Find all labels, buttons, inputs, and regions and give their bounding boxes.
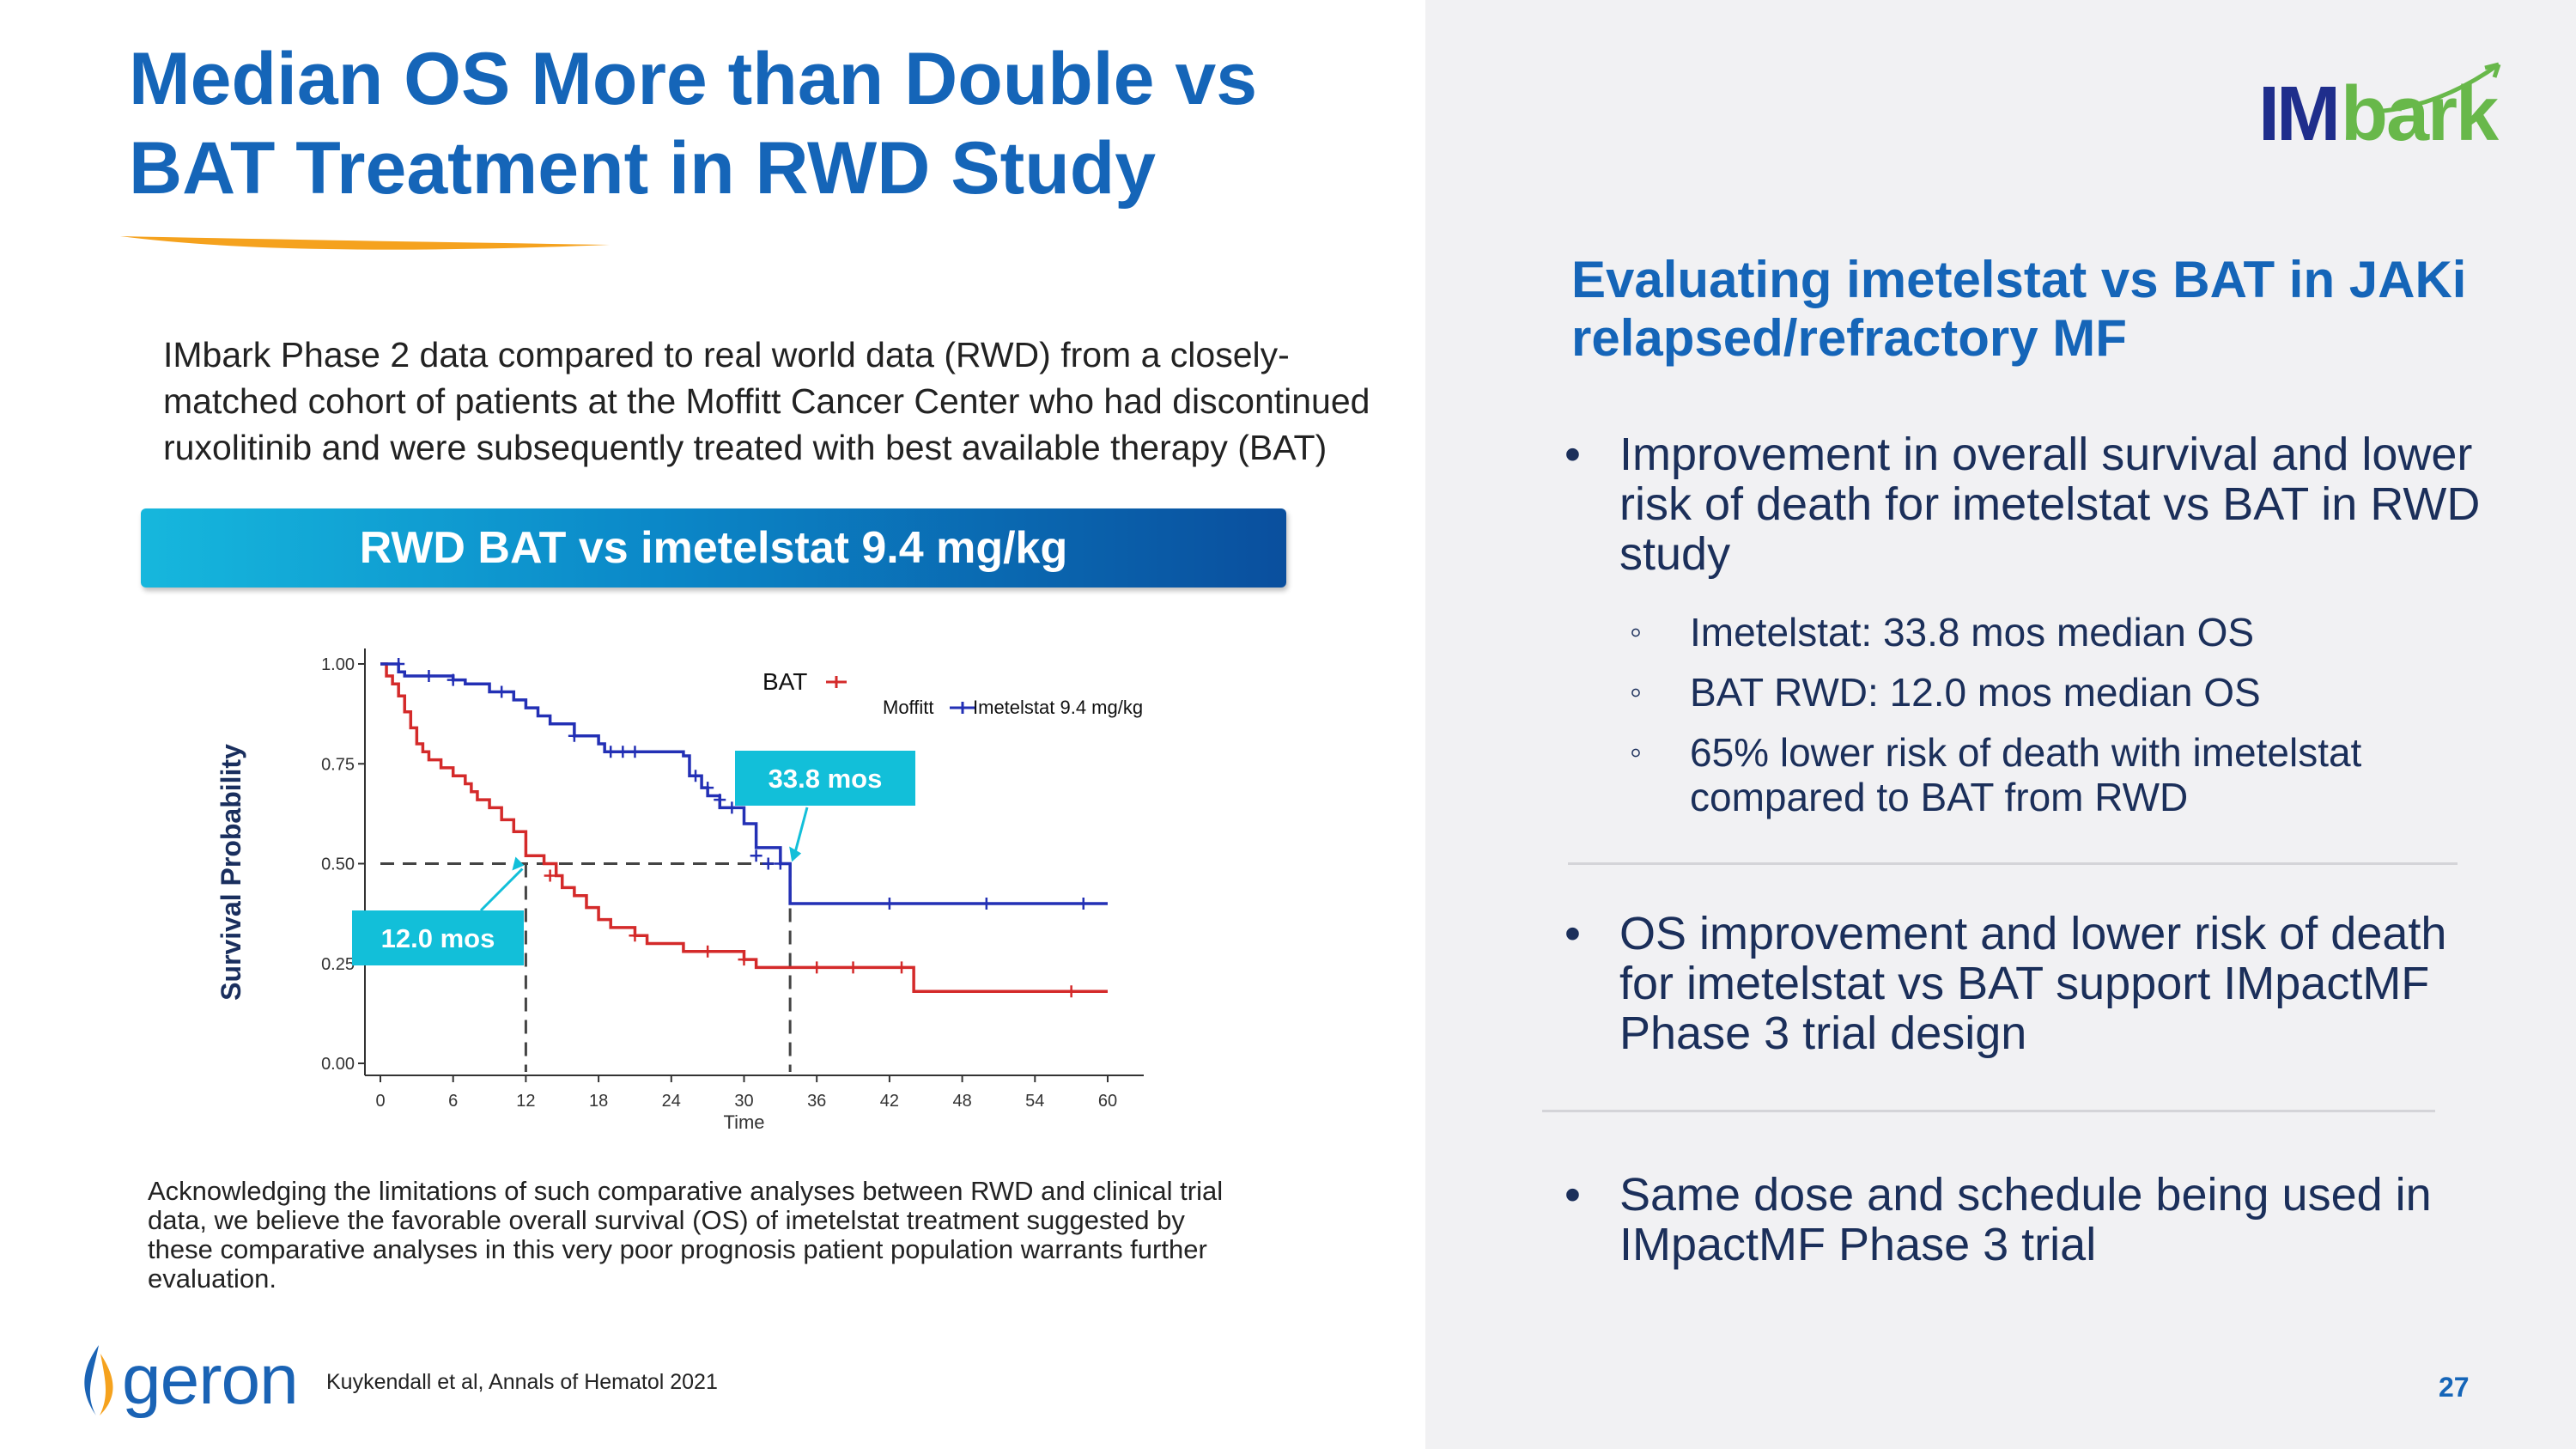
x-tick-label: 36 (807, 1092, 826, 1111)
imetelstat-censor-mark (422, 669, 435, 682)
acknowledgment-text: Acknowledging the limitations of such co… (148, 1176, 1224, 1294)
legend-bat-label: BAT (762, 668, 807, 695)
sub-bullet-ring: ◦ (1630, 734, 1643, 771)
bat-censor-mark (1065, 985, 1078, 998)
x-tick-label: 6 (448, 1092, 458, 1111)
x-tick-label: 30 (734, 1092, 753, 1111)
bullet-dot: • (1564, 1169, 1581, 1221)
bat-censor-mark (847, 961, 860, 974)
imetelstat-censor-mark (883, 898, 896, 910)
imetelstat-censor-mark (568, 729, 580, 742)
bat-callout-arrow (479, 868, 524, 912)
x-tick-label: 18 (589, 1092, 608, 1111)
x-tick-label: 42 (880, 1092, 899, 1111)
imbark-logo: IM bark (2258, 60, 2507, 157)
y-tick-label: 0.00 (321, 1055, 355, 1074)
y-tick-label: 1.00 (321, 655, 355, 674)
legend-moffitt-label: Moffitt (883, 697, 934, 718)
geron-wordmark: geron (122, 1341, 299, 1419)
bat-censor-mark (702, 945, 714, 958)
x-tick-label: 48 (952, 1092, 971, 1111)
intro-text: IMbark Phase 2 data compared to real wor… (163, 335, 1370, 467)
sub-bullet-ring: ◦ (1630, 613, 1643, 651)
comparison-banner: RWD BAT vs imetelstat 9.4 mg/kg (141, 508, 1286, 588)
x-tick-label: 24 (662, 1092, 681, 1111)
right-heading: Evaluating imetelstat vs BAT in JAKi rel… (1571, 251, 2467, 367)
title-underline-swoosh (120, 236, 610, 250)
bullet-dot: • (1564, 908, 1581, 959)
x-tick-label: 60 (1098, 1092, 1117, 1111)
imetelstat-censor-mark (495, 685, 508, 698)
bat-callout-arrowhead (512, 856, 525, 871)
page-number: 27 (2439, 1372, 2470, 1403)
imetelstat-censor-mark (392, 658, 405, 670)
bat-censor-mark (738, 953, 750, 966)
banner-label: RWD BAT vs imetelstat 9.4 mg/kg (359, 523, 1068, 573)
imetelstat-censor-mark (702, 782, 714, 795)
bat-median-callout-box (352, 910, 524, 965)
imetelstat-censor-mark (605, 746, 617, 758)
citation: Kuykendall et al, Annals of Hematol 2021 (326, 1370, 718, 1394)
imetelstat-censor-mark (1077, 898, 1090, 910)
imetelstat-censor-mark (690, 770, 702, 782)
sub-bullet-ring: ◦ (1630, 673, 1643, 711)
imetelstat-censor-mark (762, 857, 775, 870)
chart-axes: 0 6 12 18 24 30 36 42 48 54 60 0.00 0.25 0.50 0.75 1.00… (216, 648, 1144, 1133)
y-tick-label: 0.25 (321, 955, 355, 974)
imet-median-callout-text: 33.8 mos (769, 764, 883, 794)
bat-censor-mark (896, 961, 908, 974)
panel-curve-decoration (1425, 0, 1563, 1449)
logo-arrow-icon (2373, 62, 2501, 114)
slide-title: Median OS More than Double vs BAT Treatm… (129, 34, 1417, 213)
y-tick-label: 0.75 (321, 755, 355, 774)
y-axis-label: Survival Probability (216, 744, 246, 1001)
censor-marks (392, 658, 1090, 998)
sub-bullet-text: 65% lower risk of death with imetelstat … (1690, 730, 2362, 819)
title-line-2: BAT Treatment in RWD Study (129, 127, 1157, 210)
bat-survival-curve (380, 662, 1108, 994)
bullet-text: Same dose and schedule being used in IMp… (1619, 1169, 2432, 1270)
bat-censor-mark (811, 961, 823, 974)
imetelstat-censor-mark (980, 898, 993, 910)
bat-median-callout-text: 12.0 mos (381, 923, 495, 953)
bullet-dot: • (1564, 429, 1581, 480)
geron-logo: geron (77, 1340, 301, 1419)
imet-median-callout-box (735, 751, 915, 806)
imetelstat-censor-mark (714, 794, 726, 807)
title-line-1: Median OS More than Double vs (129, 38, 1258, 120)
imetelstat-censor-mark (774, 857, 787, 870)
sub-bullet-text: Imetelstat: 33.8 mos median OS (1690, 610, 2255, 654)
x-axis-label: Time (723, 1111, 764, 1133)
bullet-text: Improvement in overall survival and lowe… (1619, 429, 2481, 580)
bat-censor-mark (629, 929, 641, 942)
imetelstat-censor-mark (617, 746, 629, 758)
sub-bullet-text: BAT RWD: 12.0 mos median OS (1690, 670, 2261, 715)
divider-2 (1542, 1110, 2435, 1112)
divider-1 (1568, 862, 2458, 865)
imetelstat-censor-mark (629, 746, 641, 758)
x-tick-label: 54 (1025, 1092, 1044, 1111)
imet-callout-arrowhead (789, 846, 802, 862)
imetelstat-censor-mark (447, 673, 459, 686)
survival-chart: 0 6 12 18 24 30 36 42 48 54 60 0.00 0.25 0.50 0.75 1.00… (216, 648, 1144, 1133)
imetelstat-censor-mark (750, 849, 762, 862)
imetelstat-censor-mark (726, 801, 738, 814)
imet-callout-arrow (792, 807, 809, 859)
chart-labels: BAT Moffitt Imetelstat 9.4 mg/kg 33.8 mos 12… (352, 668, 1143, 965)
right-panel-background (1425, 0, 2576, 1449)
legend-imet-label: Imetelstat 9.4 mg/kg (973, 697, 1143, 718)
y-tick-label: 0.50 (321, 855, 355, 874)
logo-im-text: IM (2258, 71, 2341, 157)
flame-icon (84, 1345, 113, 1416)
logo-bark-text: bark (2341, 71, 2499, 157)
x-tick-label: 12 (516, 1092, 535, 1111)
bullet-text: OS improvement and lower risk of death f… (1619, 908, 2447, 1059)
x-tick-label: 0 (375, 1092, 385, 1111)
bat-censor-mark (544, 869, 556, 882)
